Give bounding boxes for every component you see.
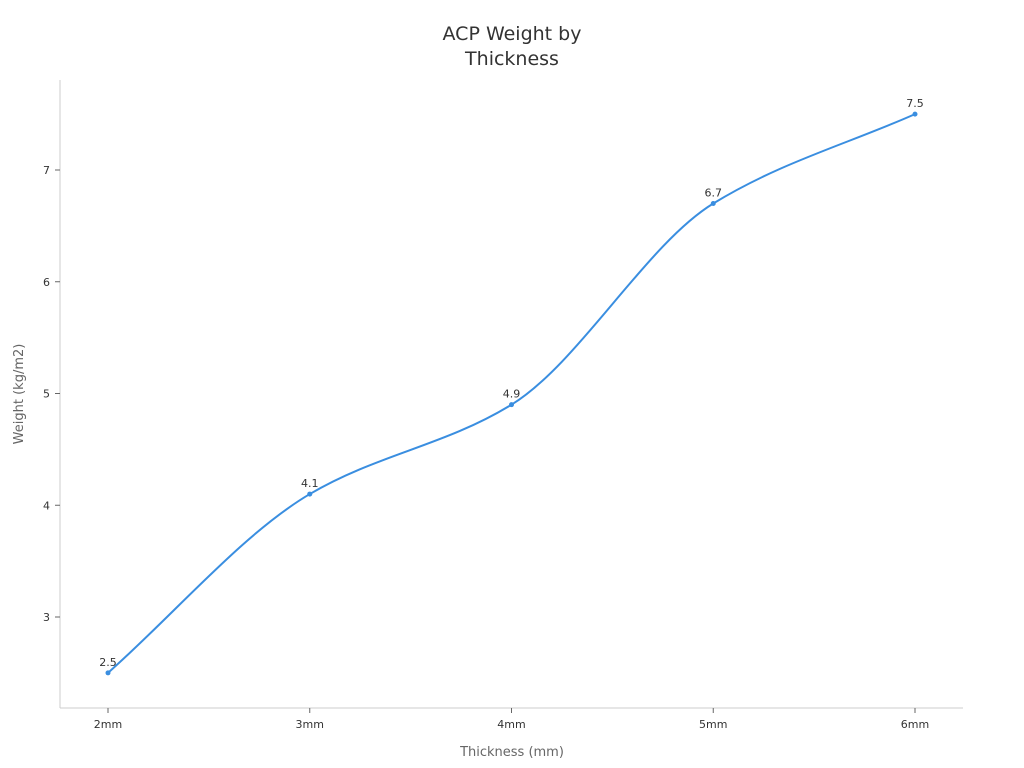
y-axis-ticks: 3 4 5 6 7 [43, 164, 60, 624]
x-axis-ticks: 2mm 3mm 4mm 5mm 6mm [94, 708, 929, 731]
x-tick-label: 4mm [497, 718, 525, 731]
x-tick-label: 5mm [699, 718, 727, 731]
data-label: 4.1 [301, 477, 319, 490]
data-point [912, 111, 918, 117]
y-tick-label: 3 [43, 611, 50, 624]
x-axis-title: Thickness (mm) [459, 745, 564, 760]
data-label: 7.5 [906, 97, 924, 110]
series-layer: 2.5 4.1 4.9 6.7 7.5 [99, 97, 924, 676]
y-tick-label: 4 [43, 499, 50, 512]
y-tick-label: 5 [43, 388, 50, 401]
data-label: 6.7 [705, 187, 723, 200]
data-point [105, 670, 111, 676]
data-label: 4.9 [503, 388, 521, 401]
y-tick-label: 7 [43, 164, 50, 177]
data-point [509, 402, 514, 408]
x-tick-label: 2mm [94, 718, 122, 731]
data-point [710, 201, 716, 207]
chart-title-line-2: Thickness [464, 48, 559, 70]
data-point [307, 491, 313, 497]
x-tick-label: 3mm [296, 718, 324, 731]
y-tick-label: 6 [43, 276, 50, 289]
chart-title: ACP Weight by Thickness [443, 23, 582, 70]
y-axis-title: Weight (kg/m2) [12, 344, 27, 445]
x-tick-label: 6mm [901, 718, 929, 731]
chart-title-line-1: ACP Weight by [443, 23, 582, 45]
data-label: 2.5 [99, 656, 117, 669]
